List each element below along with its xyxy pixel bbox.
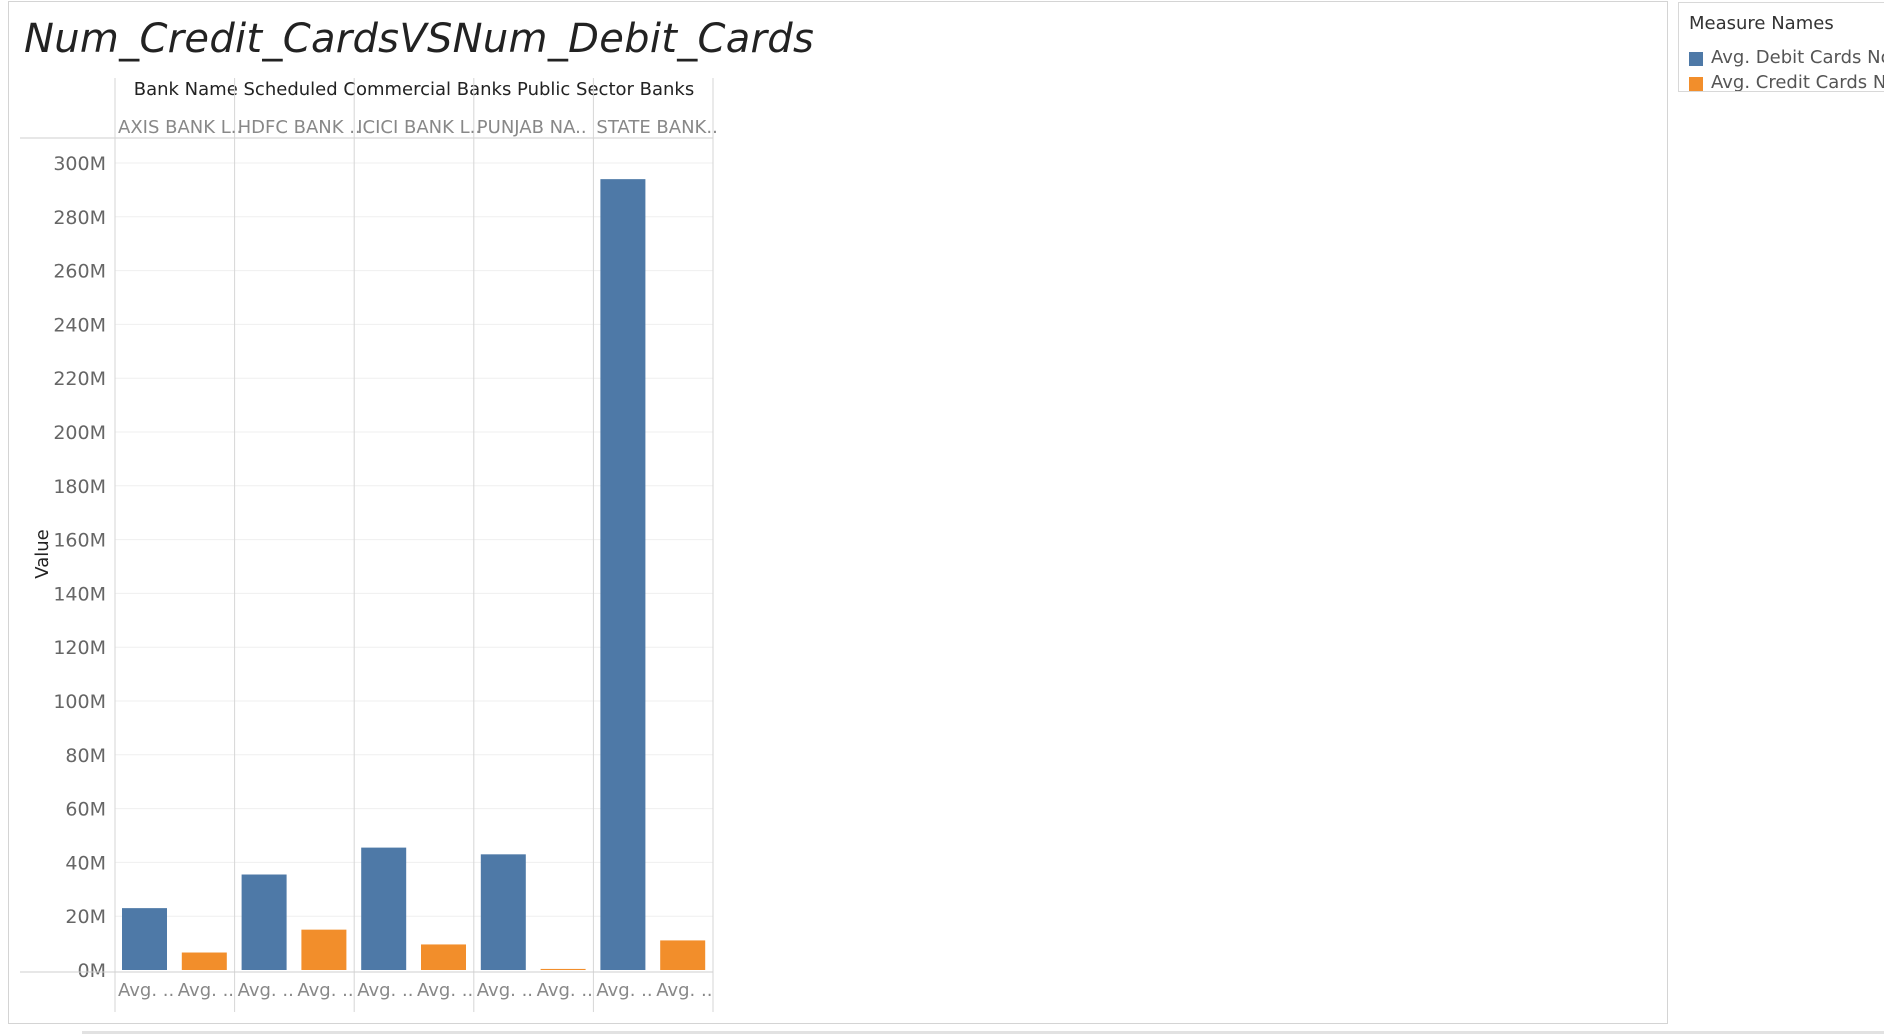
column-header: Bank Name Scheduled Commercial Banks Pub… xyxy=(134,79,694,100)
y-tick-label: 140M xyxy=(53,583,106,605)
legend-label-debit: Avg. Debit Cards No. xyxy=(1711,47,1884,68)
y-tick-label: 300M xyxy=(53,153,106,175)
bar xyxy=(122,908,167,970)
y-tick-label: 80M xyxy=(65,745,106,767)
category-label: AXIS BANK L.. xyxy=(118,117,242,138)
bar xyxy=(540,968,586,970)
bottom-divider xyxy=(82,1031,1884,1034)
bar xyxy=(480,854,526,970)
y-tick-label: 260M xyxy=(53,261,106,283)
bar-axis-label: Avg. .. xyxy=(178,980,234,1001)
y-tick-label: 120M xyxy=(53,637,106,659)
bar xyxy=(361,847,407,970)
bar xyxy=(181,952,227,970)
y-tick-label: 180M xyxy=(53,476,106,498)
y-tick-label: 220M xyxy=(53,368,106,390)
legend-label-credit: Avg. Credit Cards No. xyxy=(1711,72,1884,92)
bar-axis-label: Avg. .. xyxy=(477,980,533,1001)
y-tick-label: 60M xyxy=(65,799,106,821)
bar-axis-label: Avg. .. xyxy=(417,980,473,1001)
chart-panel xyxy=(8,1,1668,1024)
y-tick-label: 40M xyxy=(65,852,106,874)
category-label: PUNJAB NA.. xyxy=(477,117,587,138)
y-tick-label: 280M xyxy=(53,207,106,229)
y-tick-label: 0M xyxy=(78,960,106,982)
legend-title: Measure Names xyxy=(1689,13,1834,34)
bar xyxy=(421,944,466,970)
bar-axis-label: Avg. .. xyxy=(238,980,294,1001)
bar xyxy=(660,940,706,970)
bar-axis-label: Avg. .. xyxy=(297,980,353,1001)
bar xyxy=(301,929,347,970)
legend-swatch-credit xyxy=(1689,77,1703,91)
category-label: ICICI BANK L.. xyxy=(357,117,481,138)
legend-swatch-debit xyxy=(1689,52,1703,66)
y-tick-label: 20M xyxy=(65,906,106,928)
category-label: STATE BANK.. xyxy=(596,117,717,138)
y-axis-label: Value xyxy=(32,529,53,578)
y-tick-label: 100M xyxy=(53,691,106,713)
bar xyxy=(600,179,646,970)
bar xyxy=(241,874,287,970)
y-tick-label: 200M xyxy=(53,422,106,444)
y-tick-label: 160M xyxy=(53,530,106,552)
bar-axis-label: Avg. .. xyxy=(537,980,593,1001)
bar-axis-label: Avg. .. xyxy=(656,980,712,1001)
bar-axis-label: Avg. .. xyxy=(357,980,413,1001)
bar-axis-label: Avg. .. xyxy=(596,980,652,1001)
category-label: HDFC BANK .. xyxy=(238,117,361,138)
bar-axis-label: Avg. .. xyxy=(118,980,174,1001)
legend: Measure Names Avg. Debit Cards No. Avg. … xyxy=(1678,2,1884,92)
chart-title: Num_Credit_CardsVSNum_Debit_Cards xyxy=(24,16,815,62)
y-tick-label: 240M xyxy=(53,314,106,336)
